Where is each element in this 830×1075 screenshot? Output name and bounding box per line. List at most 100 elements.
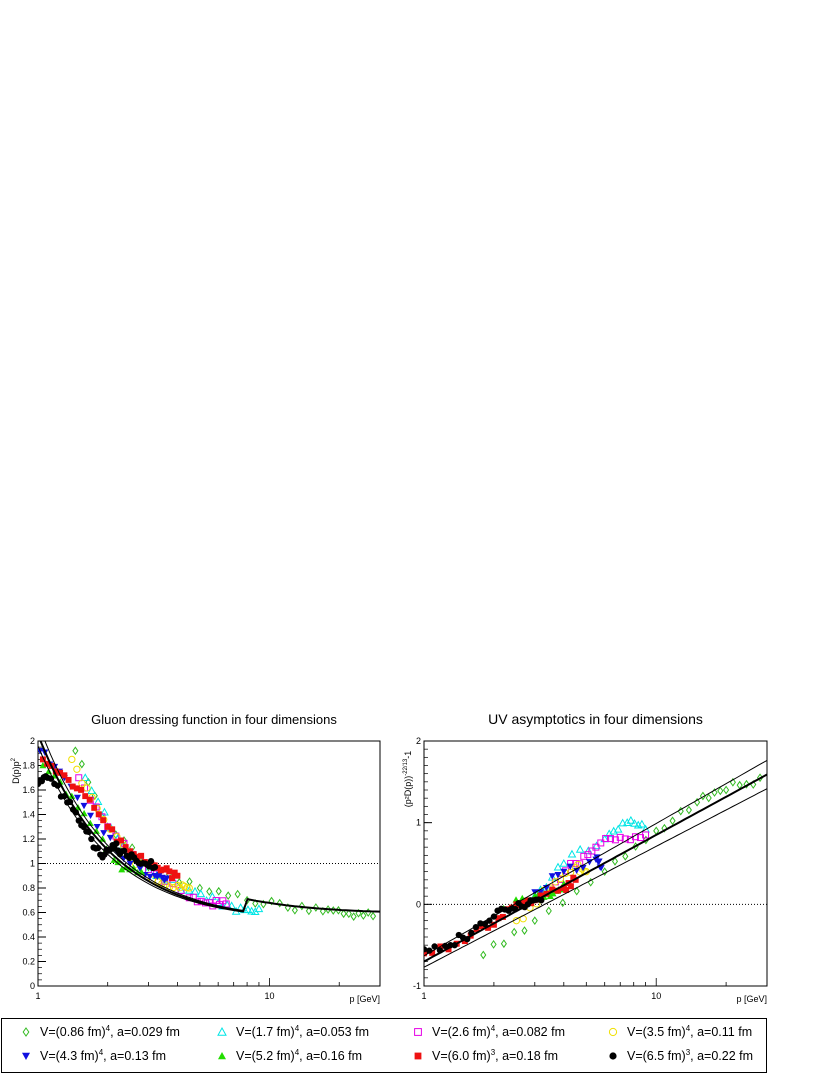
legend-marker xyxy=(22,1052,30,1060)
data-point xyxy=(83,784,91,792)
data-point xyxy=(630,818,639,827)
data-point xyxy=(39,756,46,763)
data-point xyxy=(80,773,90,782)
y-tick-label: 1.8 xyxy=(22,761,35,771)
data-point xyxy=(705,793,712,803)
data-point xyxy=(743,779,750,789)
data-point xyxy=(276,898,283,908)
data-point xyxy=(499,913,506,920)
data-layer xyxy=(38,741,380,921)
legend-label: V=(3.5 fm)4, a=0.11 fm xyxy=(627,1023,753,1039)
data-point xyxy=(82,793,89,800)
data-point xyxy=(613,824,623,833)
data-point xyxy=(567,883,574,890)
data-point xyxy=(215,886,222,896)
legend-marker xyxy=(609,1052,617,1060)
data-point xyxy=(44,760,51,767)
data-point xyxy=(556,875,565,883)
data-point xyxy=(99,835,107,842)
legend-label: V=(2.6 fm)4, a=0.082 fm xyxy=(432,1023,565,1039)
x-tick-label: 10 xyxy=(265,991,275,1001)
legend-label: V=(1.7 fm)4, a=0.053 fm xyxy=(236,1023,369,1039)
right-chart-panel: UV asymptotics in four dimensions -1 0 1 2 1 1… xyxy=(403,711,768,1004)
data-point xyxy=(73,794,81,802)
data-point xyxy=(355,908,362,918)
data-point xyxy=(622,851,629,861)
data-point xyxy=(93,823,101,831)
data-point xyxy=(222,900,230,908)
data-point xyxy=(73,785,80,792)
data-point xyxy=(92,827,100,834)
data-point xyxy=(723,785,730,795)
data-point xyxy=(106,834,114,842)
data-point xyxy=(147,857,155,865)
data-point xyxy=(618,818,628,827)
data-point xyxy=(88,835,95,843)
chart-title: Gluon dressing function in four dimensio… xyxy=(91,712,337,727)
data-point xyxy=(151,864,159,871)
data-point xyxy=(80,802,88,810)
data-point xyxy=(305,906,312,916)
data-point xyxy=(234,889,241,899)
legend-marker-shape xyxy=(414,1052,422,1060)
data-point xyxy=(490,940,497,949)
data-point xyxy=(138,852,145,859)
data-point xyxy=(424,950,427,957)
data-point xyxy=(196,883,203,893)
y-tick-label: 0.8 xyxy=(22,883,35,893)
data-point xyxy=(94,844,102,852)
data-point xyxy=(163,865,170,872)
data-point xyxy=(225,891,232,901)
fit-curves xyxy=(424,759,767,968)
data-point xyxy=(365,908,372,917)
data-point xyxy=(479,923,486,930)
data-point xyxy=(196,889,206,898)
y-tick-label: 2 xyxy=(416,736,421,746)
data-point xyxy=(575,844,585,853)
data-point xyxy=(69,783,76,790)
legend-label: V=(0.86 fm)4, a=0.029 fm xyxy=(40,1023,180,1039)
x-tick-label: 1 xyxy=(35,991,40,1001)
y-axis-label: (p²D(p))-22/13-1 xyxy=(403,751,413,808)
legend-marker-shape xyxy=(608,1027,618,1037)
x-tick-label: 1 xyxy=(421,991,426,1001)
data-point xyxy=(61,772,68,779)
data-point xyxy=(78,786,85,793)
data-point xyxy=(669,816,676,826)
data-point xyxy=(169,875,176,882)
data-point xyxy=(157,867,164,874)
data-point xyxy=(559,898,566,908)
data-point xyxy=(100,830,108,837)
data-point xyxy=(545,906,552,916)
data-point xyxy=(118,837,125,844)
data-point xyxy=(254,904,264,913)
legend-marker-shape xyxy=(414,1028,422,1036)
data-point xyxy=(100,817,107,824)
data-point xyxy=(122,844,129,851)
series-s6 xyxy=(39,756,181,882)
x-axis-label: p [GeV] xyxy=(349,994,380,1004)
data-point xyxy=(52,768,59,775)
data-point xyxy=(553,862,563,871)
data-point xyxy=(87,812,95,819)
data-point xyxy=(445,946,452,953)
y-tick-label: 1.4 xyxy=(22,810,35,820)
data-point xyxy=(252,899,259,908)
data-point xyxy=(518,894,526,902)
data-point xyxy=(500,939,507,949)
y-tick-label: 1 xyxy=(416,818,421,828)
data-point xyxy=(185,884,193,892)
data-point xyxy=(184,885,194,894)
data-point xyxy=(573,886,580,896)
data-point xyxy=(531,916,538,926)
legend-marker xyxy=(22,1027,30,1037)
data-point xyxy=(563,887,570,894)
data-point xyxy=(95,811,102,818)
data-point xyxy=(685,805,692,815)
legend-marker-shape xyxy=(218,1052,226,1060)
data-point xyxy=(495,915,502,922)
legend-marker-shape xyxy=(609,1052,617,1060)
fit-line xyxy=(44,741,380,913)
data-point xyxy=(340,909,347,919)
data-point xyxy=(637,819,647,828)
